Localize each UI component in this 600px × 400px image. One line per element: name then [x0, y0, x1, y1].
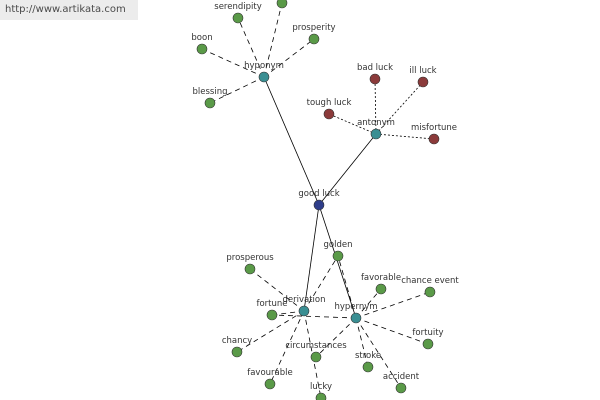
node — [196, 43, 208, 55]
edge — [236, 310, 305, 353]
edge — [209, 76, 265, 104]
edge — [337, 255, 357, 319]
node — [258, 71, 270, 83]
edge — [263, 38, 315, 78]
node-label: chance event — [401, 276, 459, 286]
node — [313, 199, 325, 211]
node-label: hypernym — [334, 302, 377, 312]
nodes: good luck hyponym antonym derivation hyperny… — [191, 0, 459, 400]
node — [424, 286, 436, 298]
node — [231, 346, 243, 358]
node — [298, 305, 310, 317]
node — [244, 263, 256, 275]
node-label: fortuity — [412, 328, 443, 338]
edge — [271, 314, 357, 319]
node — [428, 133, 440, 145]
node-label: favourable — [247, 368, 293, 378]
node-label: favorable — [361, 273, 401, 283]
node-label: blessing — [193, 87, 228, 97]
node-label: lucky — [310, 382, 332, 392]
edge — [249, 268, 305, 312]
node — [315, 392, 327, 400]
edge — [201, 48, 265, 78]
edge — [355, 317, 429, 345]
edge — [374, 78, 377, 135]
node-label: fortune — [256, 299, 287, 309]
node-label: tough luck — [307, 98, 352, 108]
node-label: accident — [383, 372, 420, 382]
node-label: bad luck — [357, 63, 393, 73]
node-label: prosperity — [292, 23, 335, 33]
node-label: ill luck — [409, 66, 436, 76]
edge — [237, 17, 265, 78]
node-label: antonym — [357, 118, 395, 128]
node-label: stroke — [355, 351, 381, 361]
node — [323, 108, 335, 120]
node — [422, 338, 434, 350]
watermark: http://www.artikata.com — [0, 0, 138, 20]
node — [264, 378, 276, 390]
node — [310, 351, 322, 363]
node — [266, 309, 278, 321]
edge — [315, 317, 357, 358]
node — [395, 382, 407, 394]
node — [362, 361, 374, 373]
edge — [303, 310, 322, 399]
edge — [263, 76, 320, 206]
edge — [355, 317, 402, 389]
node-label: golden — [324, 240, 353, 250]
edge — [355, 291, 431, 319]
node-label: derivation — [282, 295, 325, 305]
node-label: good luck — [298, 189, 339, 199]
node — [375, 283, 387, 295]
node — [369, 73, 381, 85]
edges — [201, 2, 435, 399]
node-label: hyponym — [244, 61, 284, 71]
node — [276, 0, 288, 9]
edge — [263, 2, 283, 78]
edge — [303, 255, 339, 312]
edge — [375, 133, 435, 140]
node-label: serendipity — [214, 2, 261, 12]
edge — [355, 288, 382, 319]
edge — [318, 133, 377, 206]
node-label: prosperous — [226, 253, 274, 263]
node — [350, 312, 362, 324]
node — [417, 76, 429, 88]
node-label: circumstances — [285, 341, 347, 351]
edge — [328, 113, 377, 135]
node-label: chancy — [222, 336, 252, 346]
edge — [318, 204, 357, 319]
edge — [269, 310, 305, 385]
node-label: boon — [191, 33, 212, 43]
node — [370, 128, 382, 140]
node — [308, 33, 320, 45]
node — [204, 97, 216, 109]
node-label: misfortune — [411, 123, 457, 133]
node — [332, 250, 344, 262]
edge — [303, 204, 320, 312]
node — [232, 12, 244, 24]
